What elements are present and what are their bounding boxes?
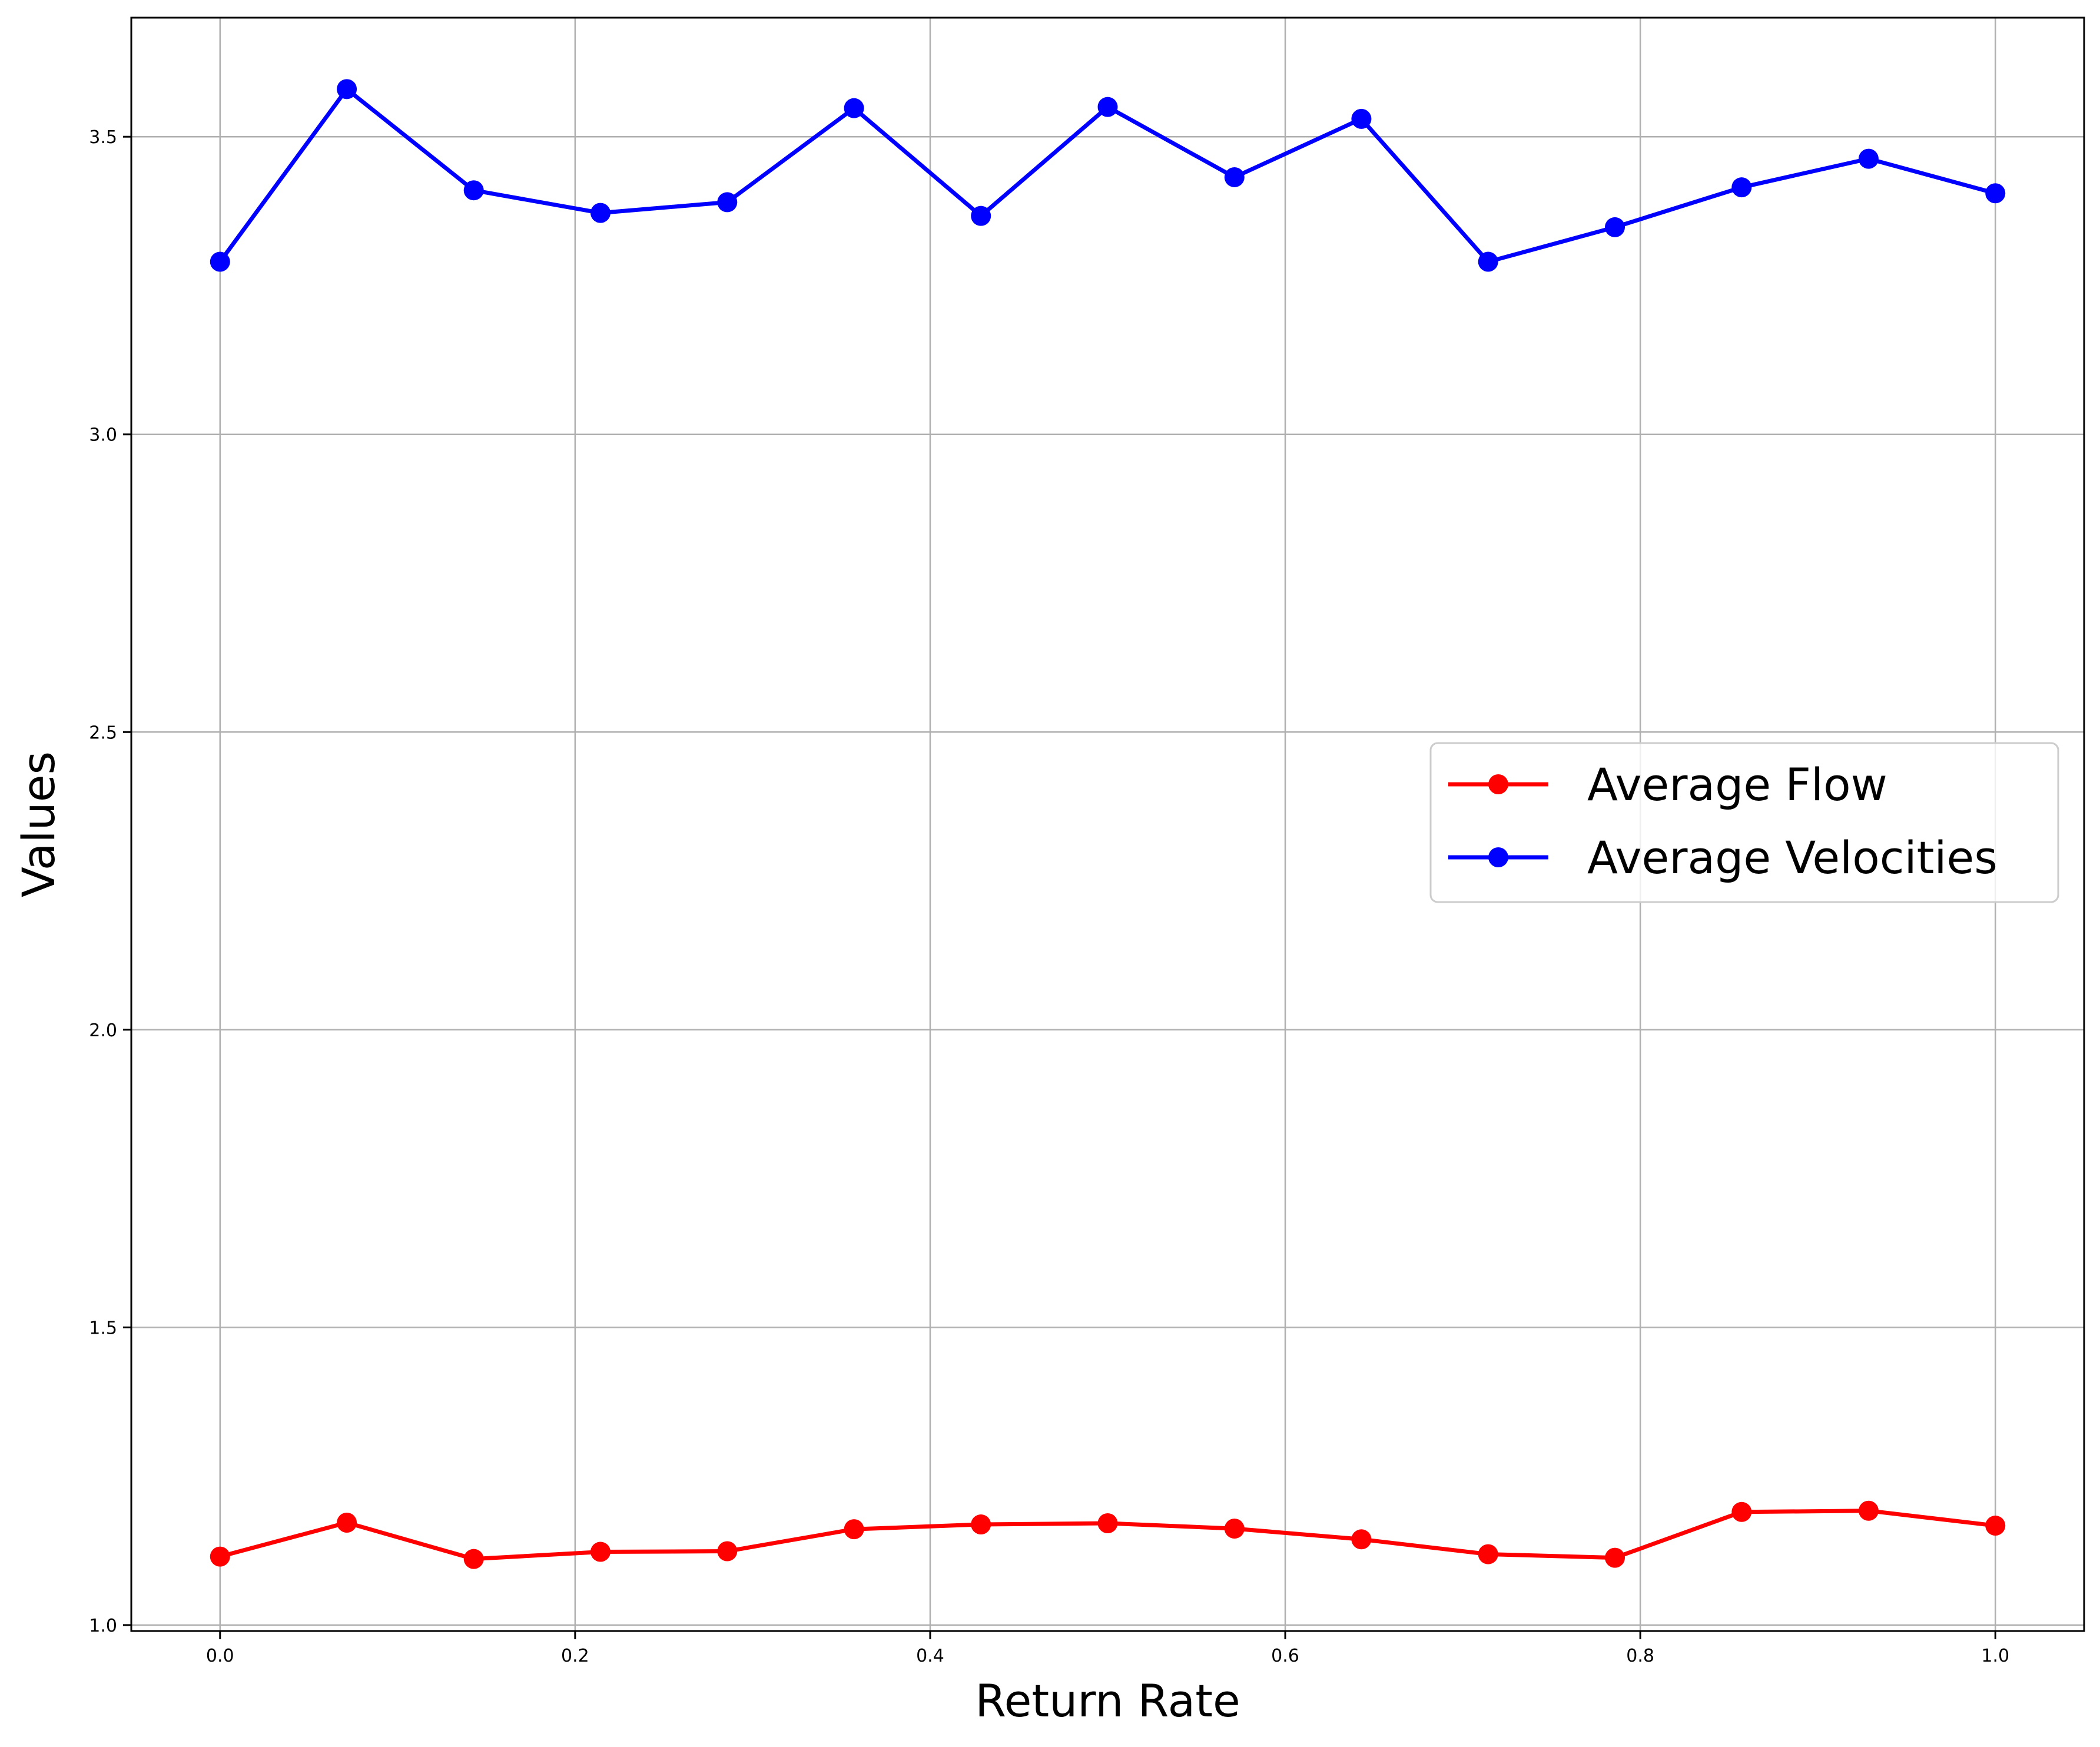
x-axis-label: Return Rate — [975, 1675, 1240, 1727]
data-point — [844, 98, 864, 118]
data-point — [1858, 1500, 1879, 1521]
legend-box — [1429, 742, 2059, 903]
data-point — [1097, 97, 1118, 117]
x-tick-label: 0.8 — [1626, 1646, 1654, 1666]
y-tick-label: 2.0 — [89, 1020, 117, 1041]
y-tick-label: 3.0 — [89, 425, 117, 446]
legend-label: Average Flow — [1587, 758, 1887, 811]
legend-entry: Average Velocities — [1448, 831, 1998, 884]
x-tick-label: 1.0 — [1981, 1646, 2009, 1666]
plot-frame — [130, 16, 2085, 1632]
y-tick-label: 1.0 — [89, 1616, 117, 1636]
data-point — [210, 251, 230, 272]
data-point — [1224, 167, 1245, 187]
x-tick-label: 0.4 — [916, 1646, 944, 1666]
data-point — [1605, 1547, 1625, 1568]
data-point — [1478, 251, 1498, 272]
legend-marker — [1488, 847, 1508, 867]
data-point — [971, 205, 991, 226]
data-point — [844, 1519, 864, 1540]
data-point — [1224, 1519, 1245, 1539]
legend-marker — [1488, 774, 1508, 794]
y-tick-label: 1.5 — [89, 1318, 117, 1338]
data-point — [971, 1514, 991, 1535]
data-point — [337, 1512, 357, 1533]
data-point — [1731, 1501, 1752, 1522]
data-point — [463, 180, 484, 201]
x-tick-label: 0.2 — [561, 1646, 589, 1666]
data-point — [1351, 108, 1372, 129]
data-point — [1985, 1516, 2006, 1536]
data-point — [1605, 217, 1625, 237]
y-tick-label: 3.5 — [89, 127, 117, 148]
legend-entry: Average Flow — [1448, 758, 1887, 811]
data-point — [1478, 1544, 1498, 1564]
data-point — [463, 1549, 484, 1569]
legend-entries: Average Flow Average Velocities — [1448, 758, 1998, 884]
y-axis-label: Values — [12, 751, 65, 897]
series-average-flow — [210, 1500, 2006, 1569]
series-layer — [210, 79, 2006, 1569]
data-point — [1858, 148, 1879, 169]
data-point — [590, 203, 611, 223]
data-point — [717, 192, 738, 213]
data-point — [1985, 183, 2006, 204]
data-point — [1731, 177, 1752, 198]
data-point — [337, 79, 357, 100]
y-tick-label: 2.5 — [89, 722, 117, 743]
x-tick-label: 0.0 — [206, 1646, 234, 1666]
axis-ticks: 0.0 0.2 0.4 0.6 0.8 1.0 1.0 1.5 2.0 2.5 3.0 3.5 — [89, 127, 2009, 1666]
data-point — [1351, 1529, 1372, 1550]
data-point — [590, 1542, 611, 1562]
data-point — [210, 1546, 230, 1567]
grid-lines — [131, 18, 2084, 1631]
data-point — [1097, 1513, 1118, 1533]
series-average-velocities — [210, 79, 2006, 272]
x-tick-label: 0.6 — [1271, 1646, 1299, 1666]
legend: Average Flow Average Velocities — [1429, 742, 2059, 903]
data-point — [717, 1541, 738, 1562]
legend-label: Average Velocities — [1587, 831, 1998, 884]
